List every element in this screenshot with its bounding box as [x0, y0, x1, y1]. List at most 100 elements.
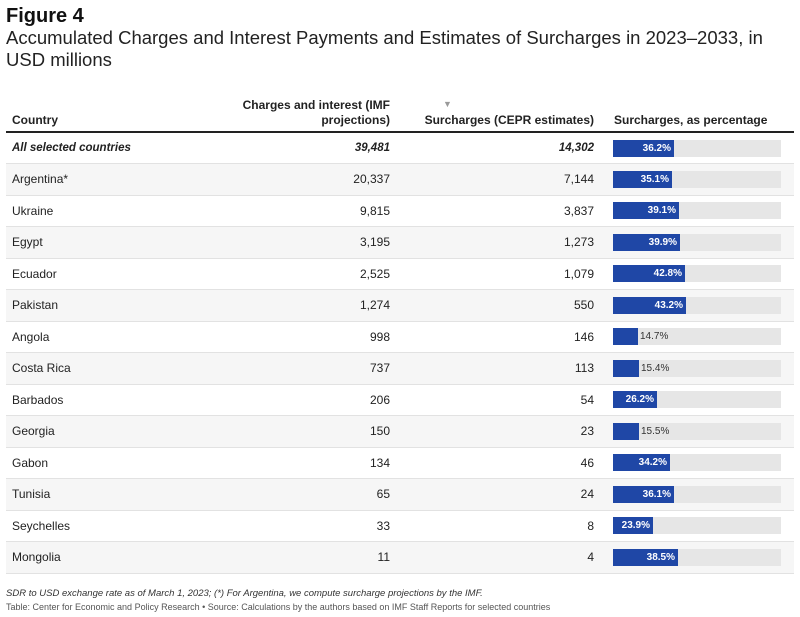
percentage-bar — [613, 359, 639, 377]
surcharges-cell: 46 — [396, 447, 600, 479]
surcharges-cell: 1,079 — [396, 258, 600, 290]
bar-value-label: 43.2% — [654, 299, 683, 311]
column-header-percentage[interactable]: Surcharges, as percentage — [600, 92, 794, 133]
percentage-cell: 23.9% — [600, 510, 794, 542]
charges-cell: 737 — [221, 352, 396, 385]
charges-cell: 2,525 — [221, 258, 396, 290]
bar-track: 26.2% — [613, 391, 781, 409]
bar-value-label: 26.2% — [625, 394, 654, 406]
surcharges-cell: 4 — [396, 541, 600, 574]
bar-track: 14.7% — [613, 328, 781, 346]
surcharges-cell: 113 — [396, 352, 600, 385]
country-cell: Angola — [6, 321, 221, 353]
bar-track: 39.1% — [613, 202, 781, 220]
surcharges-cell: 24 — [396, 478, 600, 511]
bar-value-label: 36.1% — [642, 488, 671, 500]
percentage-cell: 36.1% — [600, 478, 794, 511]
table-row: Ukraine 9,815 3,837 39.1% — [6, 195, 794, 227]
charges-cell: 20,337 — [221, 163, 396, 196]
bar-track: 23.9% — [613, 517, 781, 535]
country-cell: Pakistan — [6, 289, 221, 322]
percentage-bar — [613, 170, 672, 188]
country-cell: Ecuador — [6, 258, 221, 290]
surcharges-cell: 3,837 — [396, 195, 600, 227]
charges-cell: 9,815 — [221, 195, 396, 227]
column-header-country[interactable]: Country — [6, 92, 221, 133]
header-row: Country ▼ Charges and interest (IMF proj… — [6, 92, 794, 133]
bar-track: 15.5% — [613, 422, 781, 440]
surcharges-cell: 8 — [396, 510, 600, 542]
table-row: Gabon 134 46 34.2% — [6, 447, 794, 479]
bar-track: 35.1% — [613, 170, 781, 188]
surcharges-cell: 14,302 — [396, 132, 600, 164]
charges-cell: 134 — [221, 447, 396, 479]
percentage-cell: 26.2% — [600, 384, 794, 416]
percentage-cell: 34.2% — [600, 447, 794, 479]
charges-cell: 206 — [221, 384, 396, 416]
percentage-bar — [613, 517, 653, 535]
table-row-total: All selected countries 39,481 14,302 36.2% — [6, 132, 794, 164]
percentage-bar — [613, 265, 685, 283]
surcharges-cell: 550 — [396, 289, 600, 322]
charges-cell: 39,481 — [221, 132, 396, 164]
charges-cell: 150 — [221, 415, 396, 448]
bar-value-label: 15.5% — [641, 425, 670, 437]
surcharges-cell: 23 — [396, 415, 600, 448]
country-cell: All selected countries — [6, 132, 221, 164]
country-cell: Tunisia — [6, 478, 221, 511]
percentage-bar — [613, 233, 680, 251]
bar-value-label: 36.2% — [642, 142, 671, 154]
bar-value-label: 38.5% — [646, 551, 675, 563]
country-cell: Gabon — [6, 447, 221, 479]
charges-cell: 3,195 — [221, 226, 396, 259]
percentage-cell: 39.1% — [600, 195, 794, 227]
percentage-cell: 42.8% — [600, 258, 794, 290]
figure-label: Figure 4 — [6, 5, 84, 27]
percentage-bar — [613, 548, 678, 566]
charges-cell: 11 — [221, 541, 396, 574]
table-row: Pakistan 1,274 550 43.2% — [6, 289, 794, 322]
country-cell: Egypt — [6, 226, 221, 259]
bar-track: 42.8% — [613, 265, 781, 283]
percentage-bar — [613, 485, 674, 503]
percentage-cell: 43.2% — [600, 289, 794, 322]
surcharges-cell: 54 — [396, 384, 600, 416]
bar-value-label: 34.2% — [638, 457, 667, 469]
bar-track: 36.2% — [613, 139, 781, 157]
percentage-cell: 39.9% — [600, 226, 794, 259]
bar-track: 38.5% — [613, 548, 781, 566]
source-note: Table: Center for Economic and Policy Re… — [6, 602, 551, 612]
table-row: Barbados 206 54 26.2% — [6, 384, 794, 416]
percentage-bar — [613, 202, 679, 220]
table-row: Mongolia 11 4 38.5% — [6, 541, 794, 574]
percentage-bar — [613, 391, 657, 409]
country-cell: Barbados — [6, 384, 221, 416]
sort-descending-icon[interactable]: ▼ — [443, 99, 452, 109]
percentage-cell: 38.5% — [600, 541, 794, 574]
chart-title: Accumulated Charges and Interest Payment… — [6, 27, 763, 70]
charges-cell: 33 — [221, 510, 396, 542]
table-row: Tunisia 65 24 36.1% — [6, 478, 794, 511]
percentage-cell: 35.1% — [600, 163, 794, 196]
surcharges-cell: 7,144 — [396, 163, 600, 196]
percentage-cell: 14.7% — [600, 321, 794, 353]
data-table: Country ▼ Charges and interest (IMF proj… — [6, 92, 794, 574]
table-row: Argentina* 20,337 7,144 35.1% — [6, 163, 794, 196]
column-header-charges[interactable]: ▼ Charges and interest (IMF projections) — [221, 92, 452, 133]
bar-track: 39.9% — [613, 233, 781, 251]
country-cell: Mongolia — [6, 541, 221, 574]
bar-track: 15.4% — [613, 359, 781, 377]
country-cell: Seychelles — [6, 510, 221, 542]
column-header-charges-label: Charges and interest (IMF projections) — [242, 98, 390, 127]
country-cell: Georgia — [6, 415, 221, 448]
bar-value-label: 39.1% — [647, 205, 676, 217]
bar-value-label: 42.8% — [653, 268, 682, 280]
table-row: Egypt 3,195 1,273 39.9% — [6, 226, 794, 259]
table-row: Costa Rica 737 113 15.4% — [6, 352, 794, 385]
column-header-surcharges[interactable]: Surcharges (CEPR estimates) — [396, 92, 600, 133]
table-row: Georgia 150 23 15.5% — [6, 415, 794, 448]
percentage-bar — [613, 422, 639, 440]
bar-value-label: 14.7% — [640, 331, 669, 343]
charges-cell: 1,274 — [221, 289, 396, 322]
country-cell: Costa Rica — [6, 352, 221, 385]
